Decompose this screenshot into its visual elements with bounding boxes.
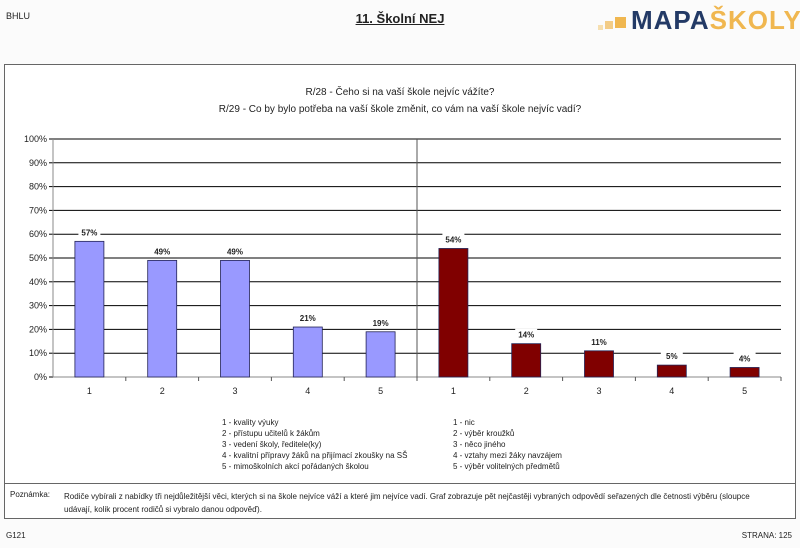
- x-tick-label: 1: [451, 386, 456, 396]
- legend-item: 2 - přístupu učitelů k žákům: [222, 429, 320, 438]
- legend-right: 1 - nic 2 - výběr kroužků 3 - něco jinéh…: [453, 417, 562, 472]
- x-tick-label: 3: [596, 386, 601, 396]
- y-tick-label: 10%: [29, 348, 47, 358]
- data-label-bg: [733, 352, 756, 364]
- bar: [292, 326, 323, 378]
- legend-item: 5 - mimoškolních akcí pořádaných školou: [222, 462, 369, 471]
- legend-item: 2 - výběr kroužků: [453, 429, 515, 438]
- y-tick-label: 80%: [29, 182, 47, 192]
- legend-item: 1 - nic: [453, 418, 475, 427]
- bar: [147, 259, 178, 378]
- data-label: 54%: [445, 235, 461, 244]
- y-tick-label: 60%: [29, 229, 47, 239]
- data-label-bg: [660, 350, 683, 362]
- bar: [74, 240, 105, 378]
- footer-code: G121: [6, 531, 26, 540]
- y-tick-label: 70%: [29, 205, 47, 215]
- legend-item: 3 - vedení školy, ředitele(ky): [222, 440, 322, 449]
- legend-item: 1 - kvality výuky: [222, 418, 279, 427]
- data-label-bg: [442, 233, 465, 245]
- bar: [220, 259, 250, 378]
- data-label-bg: [515, 328, 538, 340]
- legend-item: 3 - něco jiného: [453, 440, 506, 449]
- data-label: 49%: [154, 247, 170, 256]
- data-label-bg: [151, 245, 174, 257]
- x-tick-label: 5: [742, 386, 747, 396]
- x-tick-label: 3: [232, 386, 237, 396]
- bar: [584, 350, 614, 378]
- data-label: 49%: [227, 247, 243, 256]
- x-tick-label: 5: [378, 386, 383, 396]
- data-label-bg: [296, 312, 319, 324]
- x-tick-label: 4: [305, 386, 310, 396]
- logo: MAPA ŠKOLY: [598, 5, 800, 35]
- chart-panel: [4, 64, 796, 484]
- bar-chart: 0% 10% 20% 30% 40% 50% 60% 70% 80% 90% 100% 57% 1 49%…: [24, 134, 782, 396]
- x-tick-label: 2: [160, 386, 165, 396]
- data-label: 57%: [81, 228, 97, 237]
- y-tick-label: 100%: [24, 134, 47, 144]
- note-text: Rodiče vybírali z nabídky tři nejdůležit…: [64, 492, 750, 514]
- y-tick-label: 0%: [34, 372, 47, 382]
- data-label: 14%: [518, 331, 534, 340]
- legend-item: 4 - vztahy mezi žáky navzájem: [453, 451, 562, 460]
- x-tick-label: 2: [524, 386, 529, 396]
- bar: [511, 343, 542, 378]
- data-label: 21%: [300, 314, 316, 323]
- page-number: STRANA: 125: [741, 531, 792, 540]
- note-label: Poznámka:: [10, 490, 51, 499]
- logo-text-skoly: ŠKOLY: [709, 4, 800, 35]
- data-label-bg: [369, 316, 392, 328]
- data-label: 5%: [666, 352, 678, 361]
- question-r29: R/29 - Co by bylo potřeba na vaší škole …: [218, 104, 582, 115]
- question-r28: R/28 - Čeho si na vaší škole nejvíc váží…: [305, 87, 495, 98]
- y-tick-label: 40%: [29, 277, 47, 287]
- logo-text-mapa: MAPA: [631, 4, 710, 35]
- x-tick-label: 1: [87, 386, 92, 396]
- x-tick-label: 4: [669, 386, 674, 396]
- legend-item: 5 - výběr volitelných předmětů: [453, 462, 560, 471]
- bar: [365, 331, 396, 378]
- bar: [729, 367, 760, 378]
- note-panel: [4, 483, 796, 519]
- data-label: 11%: [591, 338, 607, 347]
- legend-item: 4 - kvalitní přípravy žáků na přijímací …: [222, 451, 408, 460]
- data-label: 19%: [373, 319, 389, 328]
- data-label-bg: [588, 335, 610, 347]
- y-tick-label: 20%: [29, 324, 47, 334]
- y-tick-label: 50%: [29, 253, 47, 263]
- legend-left: 1 - kvality výuky 2 - přístupu učitelů k…: [222, 417, 407, 472]
- bar: [438, 248, 469, 378]
- y-tick-label: 30%: [29, 301, 47, 311]
- page-title: 11. Školní NEJ: [355, 11, 445, 26]
- data-label-bg: [224, 245, 246, 257]
- data-label: 4%: [739, 354, 751, 363]
- data-label-bg: [78, 226, 101, 238]
- y-tick-label: 90%: [29, 158, 47, 168]
- bar: [656, 364, 687, 378]
- report-code: BHLU: [6, 11, 31, 21]
